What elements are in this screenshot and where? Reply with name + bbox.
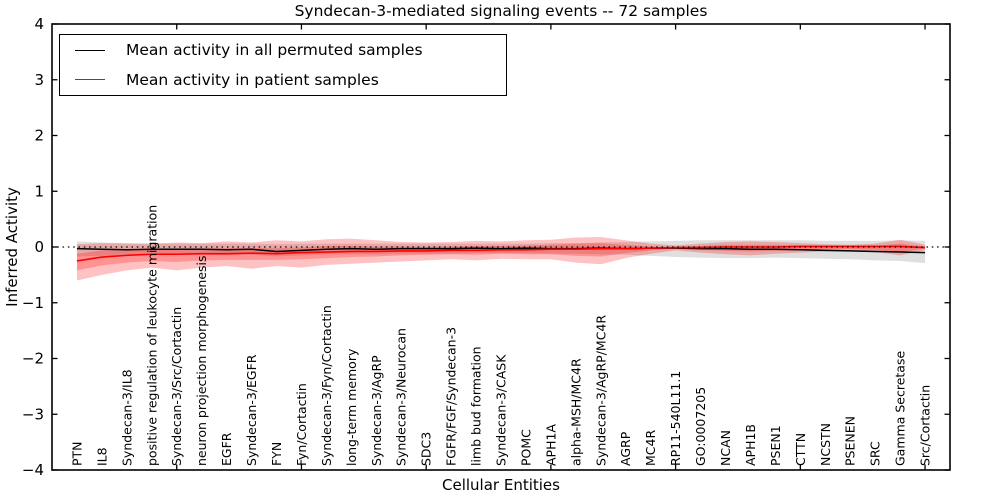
x-axis-label: Cellular Entities [442,476,560,494]
y-tick-label: 0 [34,238,44,256]
axes-frame [51,23,951,471]
y-tick-label: −2 [22,350,44,368]
x-tick-label: SDC3 [419,432,434,466]
x-tick-label: RP11-540L11.1 [668,371,683,466]
x-tick-label: Syndecan-3/AgRP/MC4R [593,315,608,466]
x-tick-label: EGFR [219,432,234,466]
x-tick-label: Syndecan-3/EGFR [244,354,259,466]
x-tick-label: MC4R [643,430,658,466]
x-tick-label: FGFR/FGF/Syndecan-3 [444,327,459,466]
x-tick-label: SRC [868,441,883,466]
x-tick-label: Syndecan-3/IL8 [119,369,134,466]
x-tick-label: PSEN1 [768,425,783,466]
legend: Mean activity in all permuted samples Me… [59,34,507,96]
legend-label-patient: Mean activity in patient samples [126,70,379,89]
legend-entry-patient: Mean activity in patient samples [60,66,506,94]
x-tick-label: Syndecan-3/Neurocan [394,328,409,466]
patient-line-swatch [75,79,105,81]
x-tick-label: Syndecan-3/CASK [494,354,509,466]
permuted-line-swatch [75,49,105,51]
y-tick-label: 4 [34,15,44,33]
x-tick-label: Syndecan-3/Fyn/Cortactin [319,305,334,466]
x-tick-label: positive regulation of leukocyte migrati… [144,205,159,466]
x-tick-label: PSENEN [843,416,858,466]
y-tick-label: 3 [34,71,44,89]
x-tick-label: Syndecan-3/AgRP [369,355,384,466]
x-tick-label: POMC [518,429,533,466]
x-tick-label: NCSTN [818,423,833,466]
x-tick-label: Syndecan-3/Src/Cortactin [169,307,184,466]
chart-title: Syndecan-3-mediated signaling events -- … [294,2,708,20]
x-tick-label: limb bud formation [469,346,484,466]
permuted-band [76,240,926,264]
x-tick-label: IL8 [94,447,109,466]
permuted-mean-line [76,247,926,254]
x-tick-label: AGRP [618,431,633,466]
x-tick-label: Gamma Secretase [893,351,908,466]
y-tick-label: −3 [22,405,44,423]
x-tick-label: GO:0007205 [693,387,708,466]
x-tick-label: neuron projection morphogenesis [194,255,209,466]
x-tick-label: CTTN [793,433,808,466]
y-tick-label: 2 [34,127,44,145]
y-tick-label: 1 [34,182,44,200]
patient-band-inner [76,243,926,271]
legend-entry-permuted: Mean activity in all permuted samples [60,36,506,64]
x-tick-label: Fyn/Cortactin [294,383,309,466]
x-tick-label: Src/Cortactin [918,385,933,466]
x-tick-label: APH1B [743,424,758,466]
x-tick-label: FYN [269,442,284,466]
x-tick-label: APH1A [543,424,558,466]
y-tick-label: −1 [22,294,44,312]
x-tick-label: long-term memory [344,348,359,466]
y-tick-label: −4 [22,461,44,479]
legend-label-permuted: Mean activity in all permuted samples [126,41,423,60]
x-tick-label: NCAN [718,430,733,466]
x-tick-label: alpha-MSH/MC4R [568,358,583,466]
x-tick-label: PTN [69,441,84,466]
